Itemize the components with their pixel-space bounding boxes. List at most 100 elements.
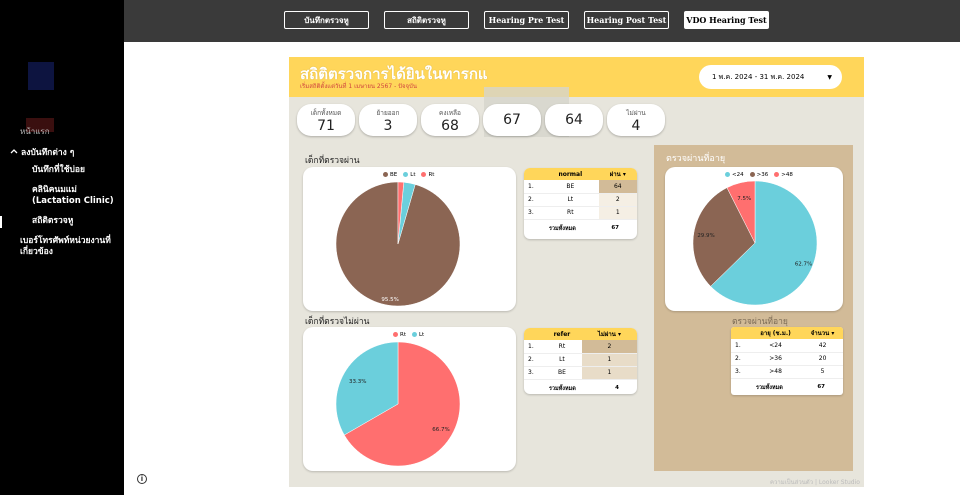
- table-row: 2. Lt 2: [524, 193, 637, 207]
- pie-data-label: 29.9%: [697, 233, 714, 239]
- sidebar-item-home[interactable]: หน้าแรก: [20, 127, 50, 136]
- age-table-title: ตรวจผ่านที่อายุ: [732, 317, 788, 327]
- dropdown-caret-icon: ▼: [827, 73, 832, 81]
- table-header: refer: [542, 328, 582, 340]
- legend-item: >36: [749, 172, 768, 178]
- pie-slice[interactable]: [335, 341, 399, 436]
- age-pie-chart: 62.7% 29.9% 7.5%: [692, 180, 818, 306]
- table-row: 3. BE 1: [524, 366, 637, 380]
- age-chart-card: <24 >36 >48 62.7% 29.9% 7.5%: [665, 167, 843, 311]
- table-row: 1. BE 64: [524, 180, 637, 194]
- pie-data-label: 62.7%: [795, 261, 812, 267]
- table-row: 1. <24 42: [731, 339, 843, 353]
- legend-item: Lt: [411, 332, 424, 338]
- table-total: รวมทั้งหมด 67: [549, 224, 619, 232]
- pie-data-label: 95.5%: [381, 297, 398, 303]
- tab-vdo-hearing-test[interactable]: VDO Hearing Test: [684, 11, 769, 29]
- tab-hearing-post-test[interactable]: Hearing Post Test: [584, 11, 669, 29]
- stat-remaining: คงเหลือ 68: [421, 104, 479, 136]
- active-indicator: [0, 216, 2, 228]
- stat-failed: ไม่ผ่าน 4: [607, 104, 665, 136]
- sidebar-item-phones[interactable]: เบอร์โทรศัพท์หน่วยงานที่เกี่ยวข้อง: [20, 236, 111, 257]
- table-total: รวมทั้งหมด 67: [756, 383, 825, 391]
- pie-slice[interactable]: [343, 341, 461, 467]
- fail-chart-legend: Rt Lt: [393, 332, 424, 338]
- table-header-blank: [524, 328, 542, 340]
- age-panel: ตรวจผ่านที่อายุ <24 >36 >48 62.7% 29.9% 7.…: [654, 145, 853, 471]
- table-row: 2. >36 20: [731, 352, 843, 366]
- table-row: 2. Lt 1: [524, 353, 637, 367]
- stat-total: เด็กทั้งหมด 71: [297, 104, 355, 136]
- footer-note[interactable]: ความเป็นส่วนตัว | Looker Studio: [770, 479, 860, 486]
- chevron-up-icon: [10, 147, 18, 157]
- sidebar-item-lactation[interactable]: คลินิคนมแม่ (Lactation Clinic): [32, 185, 114, 206]
- table-header-sort[interactable]: ผ่าน ▾: [598, 168, 637, 180]
- refer-table: refer ไม่ผ่าน ▾ 1. Rt 2 2. Lt 1 3. BE 1 รวมทั้ง…: [524, 328, 637, 394]
- pie-slice[interactable]: [726, 180, 756, 244]
- table-header-sort[interactable]: ไม่ผ่าน ▾: [581, 328, 637, 340]
- pie-slice[interactable]: [692, 187, 756, 287]
- table-header: normal: [542, 168, 599, 180]
- table-header-blank: [524, 168, 542, 180]
- normal-table: normal ผ่าน ▾ 1. BE 64 2. Lt 2 3. Rt 1 รวมทั้งห…: [524, 168, 637, 239]
- stat-label: ไม่ผ่าน: [626, 109, 646, 117]
- table-header-sort[interactable]: จำนวน ▾: [802, 327, 843, 339]
- table-row: 3. Rt 1: [524, 206, 637, 220]
- top-tab-bar: บันทึกตรวจหู สถิติตรวจหู Hearing Pre Tes…: [124, 0, 960, 42]
- report-header: สถิติตรวจการได้ยินในทารกแ เริ่มสถิติตั้ง…: [289, 57, 864, 97]
- date-range-picker[interactable]: 1 พ.ค. 2024 - 31 พ.ค. 2024 ▼: [699, 65, 842, 89]
- sidebar-group-label: ลงบันทึกต่าง ๆ: [21, 148, 75, 158]
- pass-chart-card: BE Lt Rt 95.5%: [303, 167, 516, 311]
- age-chart-legend: <24 >36 >48: [725, 172, 793, 178]
- stat-value: 68: [441, 118, 459, 134]
- stat-tested: 67: [483, 104, 541, 136]
- tab-hearing-record[interactable]: บันทึกตรวจหู: [284, 11, 369, 29]
- stat-moved-out: ย้ายออก 3: [359, 104, 417, 136]
- tab-hearing-pre-test[interactable]: Hearing Pre Test: [484, 11, 569, 29]
- legend-item: >48: [774, 172, 793, 178]
- age-section-title: ตรวจผ่านที่อายุ: [666, 154, 726, 164]
- age-table: อายุ (ช.ม.) จำนวน ▾ 1. <24 42 2. >36 20 3. >48…: [731, 327, 843, 395]
- pass-chart-legend: BE Lt Rt: [383, 172, 434, 178]
- stat-value: 3: [383, 118, 393, 134]
- legend-item: Lt: [403, 172, 415, 178]
- sidebar-item-hearing-stats[interactable]: สถิติตรวจหู: [32, 216, 74, 226]
- stat-passed: 64: [545, 104, 603, 136]
- stat-value: 4: [631, 118, 641, 134]
- pie-data-label: 33.3%: [349, 379, 366, 385]
- report-canvas: สถิติตรวจการได้ยินในทารกแ เริ่มสถิติตั้ง…: [289, 57, 864, 487]
- legend-item: <24: [725, 172, 744, 178]
- table-row: 1. Rt 2: [524, 340, 637, 354]
- fail-pie-chart: 66.7% 33.3%: [335, 341, 461, 467]
- stat-label: เด็กทั้งหมด: [310, 109, 342, 117]
- report-title: สถิติตรวจการได้ยินในทารกแ: [300, 65, 488, 83]
- date-range-value: 1 พ.ค. 2024 - 31 พ.ค. 2024: [712, 72, 805, 81]
- report-subtitle: เริ่มสถิติตั้งแต่วันที่ 1 เมษายน 2567 - …: [300, 83, 417, 90]
- logo-secondary: [26, 118, 54, 132]
- legend-item: BE: [383, 172, 397, 178]
- table-total: รวมทั้งหมด 4: [549, 384, 619, 392]
- pass-section-title: เด็กที่ตรวจผ่าน: [305, 156, 360, 166]
- table-header: อายุ (ช.ม.): [749, 327, 803, 339]
- stat-value: 64: [565, 112, 583, 128]
- logo: [28, 62, 54, 90]
- tab-hearing-stats[interactable]: สถิติตรวจหู: [384, 11, 469, 29]
- sidebar-group-records[interactable]: ลงบันทึกต่าง ๆ: [10, 145, 74, 159]
- sidebar-item-frequent[interactable]: บันทึกที่ใช้บ่อย: [32, 165, 85, 175]
- stat-label: คงเหลือ: [439, 109, 461, 117]
- stat-value: 71: [317, 118, 335, 134]
- legend-item: Rt: [421, 172, 434, 178]
- stat-label: ย้ายออก: [376, 109, 400, 117]
- stat-value: 67: [503, 112, 521, 128]
- pass-pie-chart: 95.5%: [335, 181, 461, 307]
- fail-chart-card: Rt Lt 66.7% 33.3%: [303, 327, 516, 471]
- table-header-blank: [731, 327, 749, 339]
- fail-section-title: เด็กที่ตรวจไม่ผ่าน: [305, 317, 370, 327]
- info-icon[interactable]: i: [137, 474, 147, 484]
- pie-slice[interactable]: [397, 181, 405, 245]
- pie-data-label: 66.7%: [432, 427, 449, 433]
- pie-data-label: 7.5%: [737, 196, 751, 202]
- legend-item: Rt: [393, 332, 406, 338]
- sidebar: หน้าแรก ลงบันทึกต่าง ๆ บันทึกที่ใช้บ่อย …: [0, 0, 124, 495]
- pie-slice[interactable]: [710, 180, 818, 306]
